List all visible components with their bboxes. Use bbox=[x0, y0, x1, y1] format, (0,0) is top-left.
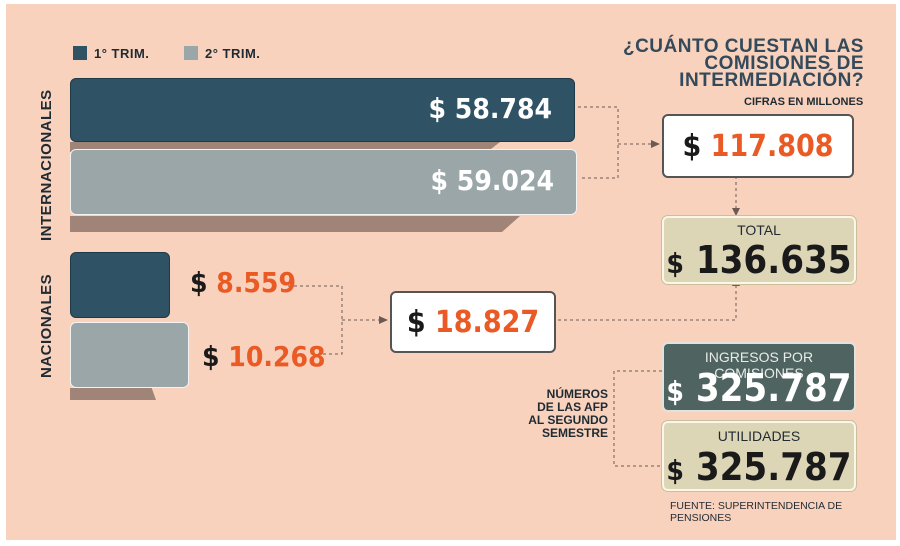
afp-note-line: NÚMEROS bbox=[546, 387, 608, 401]
ingresos-label: INGRESOS POR COMISIONES bbox=[704, 349, 814, 381]
value-label-nacionales-q2: $ 10.268 bbox=[202, 340, 326, 373]
category-label-internacionales: INTERNACIONALES bbox=[38, 89, 55, 241]
value-label-internacionales-q2: $ 59.024 bbox=[430, 164, 555, 197]
value-label-internacionales-q1: $ 58.784 bbox=[428, 92, 553, 125]
utilidades-box: UTILIDADES $ 325.787 bbox=[662, 421, 856, 491]
subtotal-internacionales-box: $ 117.808 bbox=[662, 114, 854, 178]
subtotal-nacionales-value: 18.827 bbox=[435, 304, 540, 340]
utilidades-value-line: $ 325.787 bbox=[664, 445, 854, 489]
ingresos-value: 325.787 bbox=[695, 366, 852, 410]
currency-symbol: $ bbox=[682, 128, 702, 164]
ingresos-box: INGRESOS POR COMISIONES $ 325.787 bbox=[662, 342, 856, 412]
bar-nacionales-q2 bbox=[70, 322, 189, 388]
currency-symbol: $ bbox=[202, 340, 220, 373]
source-note: FUENTE: SUPERINTENDENCIA DE PENSIONES bbox=[670, 500, 843, 524]
shadow-nacionales bbox=[70, 388, 156, 400]
bar-internacionales-q2: $ 59.024 bbox=[70, 149, 577, 215]
legend-swatch-q2 bbox=[184, 46, 198, 60]
category-label-nacionales: NACIONALES bbox=[38, 273, 55, 378]
currency-symbol: $ bbox=[666, 454, 684, 487]
total-value: 136.635 bbox=[695, 238, 852, 282]
total-value-line: $ 136.635 bbox=[664, 238, 854, 282]
subtotal-nacionales-box: $ 18.827 bbox=[390, 291, 556, 353]
chart-title: ¿CUÁNTO CUESTAN LAS COMISIONES DE INTERM… bbox=[622, 36, 864, 91]
currency-symbol: $ bbox=[666, 247, 684, 280]
bar-internacionales-q1: $ 58.784 bbox=[70, 78, 575, 142]
legend-swatch-q1 bbox=[73, 46, 87, 60]
currency-symbol: $ bbox=[190, 266, 208, 299]
legend-label-q1: 1° TRIM. bbox=[94, 46, 150, 61]
utilidades-label: UTILIDADES bbox=[717, 428, 801, 444]
currency-symbol: $ bbox=[406, 304, 426, 340]
ingresos-value-line: $ 325.787 bbox=[664, 366, 854, 410]
shadow-internacionales-q2 bbox=[70, 216, 520, 232]
value-label-nacionales-q1: $ 8.559 bbox=[190, 266, 296, 299]
total-label: TOTAL bbox=[737, 222, 781, 238]
subtotal-internacionales-value: 117.808 bbox=[710, 128, 834, 164]
value-nacionales-q2: 10.268 bbox=[228, 340, 326, 373]
infographic-canvas: 1° TRIM. 2° TRIM. INTERNACIONALES NACION… bbox=[6, 4, 896, 540]
legend-label-q2: 2° TRIM. bbox=[205, 46, 261, 61]
bar-nacionales-q1 bbox=[70, 252, 170, 318]
afp-note-line: SEMESTRE bbox=[541, 426, 608, 440]
shadow-internacionales-q1 bbox=[70, 142, 500, 152]
chart-subtitle: CIFRAS EN MILLONES bbox=[744, 96, 864, 108]
afp-note: NÚMEROS DE LAS AFP AL SEGUNDO SEMESTRE bbox=[518, 388, 608, 440]
utilidades-value: 325.787 bbox=[695, 445, 852, 489]
afp-note-line: AL SEGUNDO bbox=[528, 413, 608, 427]
currency-symbol: $ bbox=[666, 375, 684, 408]
value-nacionales-q1: 8.559 bbox=[216, 266, 296, 299]
afp-note-line: DE LAS AFP bbox=[537, 400, 608, 414]
total-box: TOTAL $ 136.635 bbox=[662, 216, 856, 284]
